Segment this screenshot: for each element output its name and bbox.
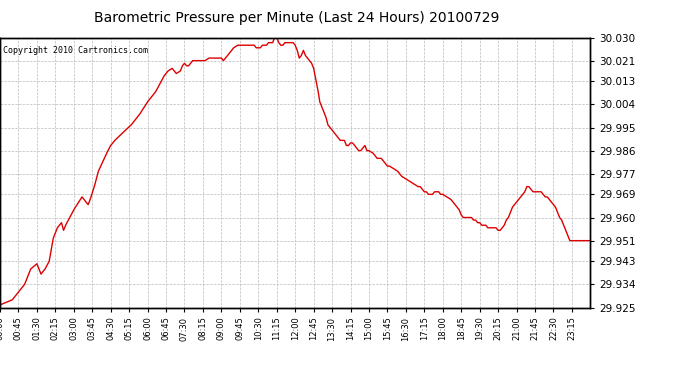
Text: Barometric Pressure per Minute (Last 24 Hours) 20100729: Barometric Pressure per Minute (Last 24 … — [94, 11, 500, 25]
Text: Copyright 2010 Cartronics.com: Copyright 2010 Cartronics.com — [3, 46, 148, 55]
